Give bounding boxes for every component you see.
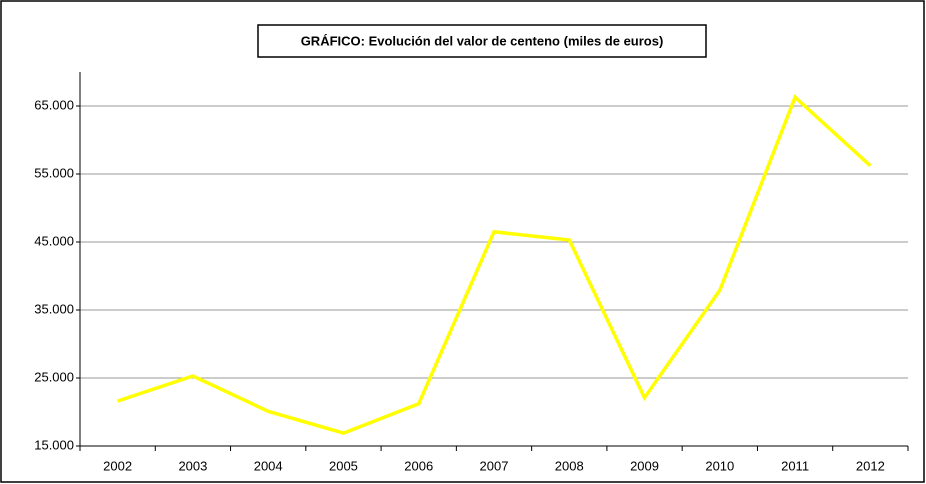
x-tick-label: 2009 [630,458,659,473]
title-box [257,24,707,58]
y-tick-label: 65.000 [34,97,74,112]
x-tick-label: 2007 [480,458,509,473]
chart-title: GRÁFICO: Evolución del valor de centeno … [301,33,664,48]
x-tick-label: 2002 [103,458,132,473]
x-tick-label: 2008 [555,458,584,473]
data-line [117,94,872,435]
x-tick-label: 2004 [254,458,283,473]
x-tick-label: 2010 [705,458,734,473]
x-tick-label: 2012 [856,458,885,473]
y-tick-label: 15.000 [34,437,74,452]
x-tick-label: 2003 [178,458,207,473]
y-tick-label: 45.000 [34,233,74,248]
x-tick-label: 2006 [404,458,433,473]
x-tick-label: 2011 [781,458,809,473]
y-tick-label: 25.000 [34,369,74,384]
x-tick-label: 2005 [329,458,358,473]
y-tick-label: 55.000 [34,165,74,180]
y-tick-label: 35.000 [34,301,74,316]
